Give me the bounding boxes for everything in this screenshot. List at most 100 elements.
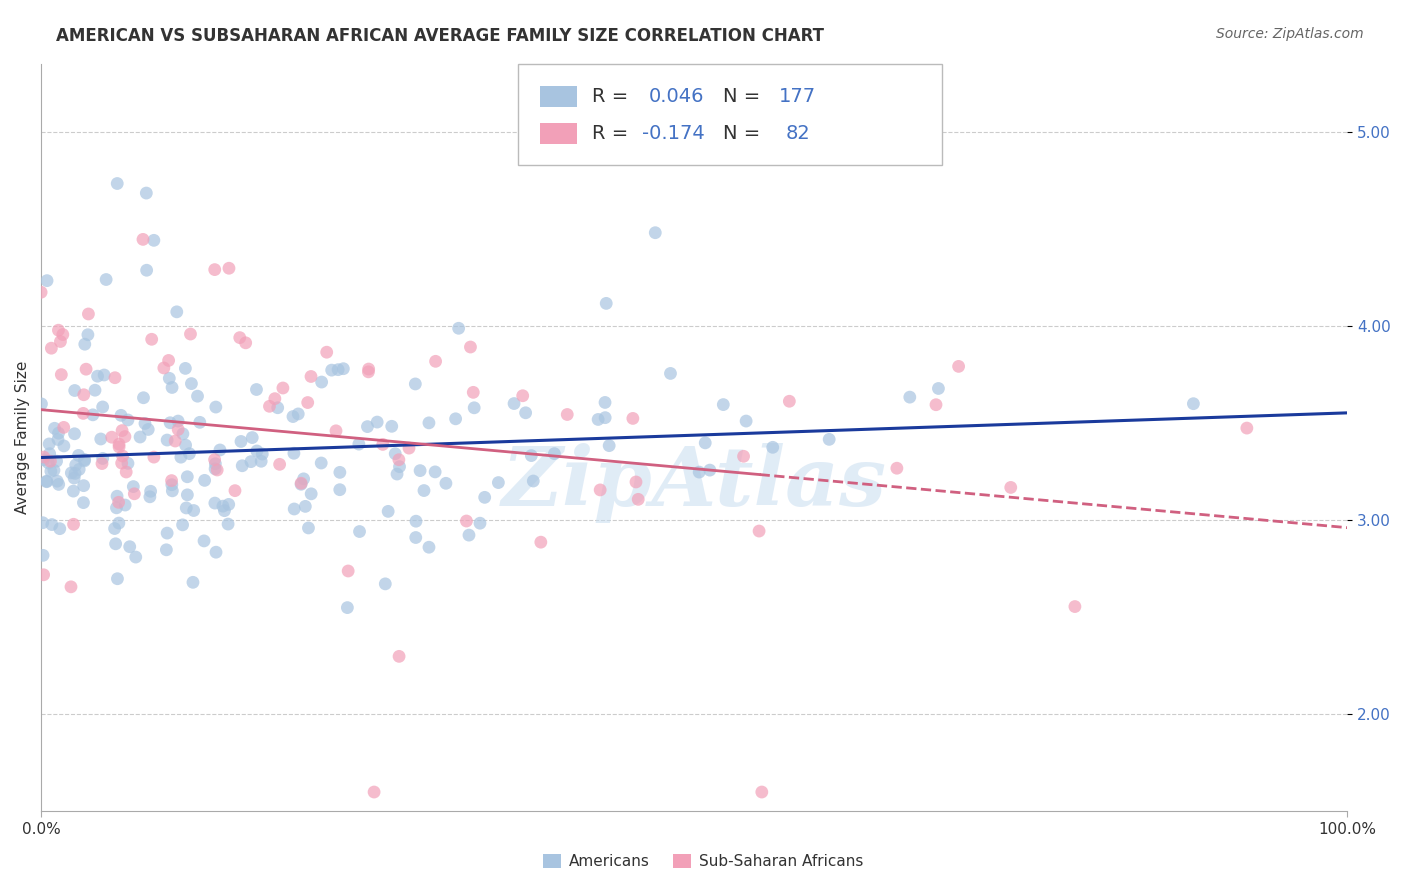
- Point: [589, 483, 612, 497]
- Point: [156, 433, 179, 447]
- Point: [239, 455, 262, 469]
- Point: [520, 449, 543, 463]
- Point: [183, 503, 205, 517]
- Point: [174, 438, 197, 452]
- Point: [434, 476, 457, 491]
- Point: [111, 456, 134, 470]
- Point: [142, 233, 165, 247]
- Point: [733, 450, 755, 464]
- Point: [948, 359, 970, 374]
- Point: [63, 467, 86, 481]
- Point: [181, 575, 204, 590]
- Point: [423, 465, 446, 479]
- Point: [246, 444, 269, 458]
- Point: [269, 458, 291, 472]
- Point: [598, 439, 620, 453]
- Point: [48, 426, 70, 441]
- Bar: [540, 86, 576, 107]
- Point: [179, 447, 201, 461]
- Point: [132, 391, 155, 405]
- Point: [326, 362, 349, 376]
- Point: [1236, 421, 1258, 435]
- Point: [38, 447, 60, 461]
- Point: [204, 452, 226, 467]
- Point: [418, 416, 440, 430]
- Point: [456, 514, 478, 528]
- Point: [44, 421, 66, 435]
- Point: [218, 261, 240, 276]
- Point: [153, 361, 176, 376]
- Point: [73, 452, 96, 467]
- Point: [30, 285, 52, 300]
- Point: [135, 186, 157, 200]
- Point: [332, 361, 354, 376]
- Point: [41, 341, 63, 355]
- Point: [30, 397, 52, 411]
- Point: [160, 477, 183, 491]
- Point: [118, 540, 141, 554]
- Point: [100, 430, 122, 444]
- Point: [699, 463, 721, 477]
- Point: [363, 785, 385, 799]
- Point: [458, 528, 481, 542]
- Point: [377, 504, 399, 518]
- Point: [204, 496, 226, 510]
- Point: [117, 456, 139, 470]
- Point: [627, 492, 650, 507]
- Point: [93, 368, 115, 382]
- Text: ZipAtlas: ZipAtlas: [502, 442, 887, 523]
- Point: [271, 381, 294, 395]
- Point: [37, 456, 59, 470]
- Point: [49, 334, 72, 349]
- Point: [468, 516, 491, 531]
- Point: [73, 337, 96, 351]
- Point: [48, 323, 70, 337]
- Point: [67, 462, 90, 476]
- Point: [398, 441, 420, 455]
- Point: [374, 577, 396, 591]
- Point: [205, 463, 228, 477]
- Point: [39, 454, 62, 468]
- Point: [104, 522, 127, 536]
- Point: [159, 416, 181, 430]
- Point: [555, 408, 578, 422]
- Point: [186, 389, 208, 403]
- Point: [32, 549, 55, 563]
- Point: [447, 321, 470, 335]
- Point: [463, 385, 485, 400]
- Point: [586, 412, 609, 426]
- Point: [214, 503, 236, 517]
- Point: [107, 495, 129, 509]
- Point: [72, 478, 94, 492]
- Point: [111, 449, 134, 463]
- Point: [283, 502, 305, 516]
- Point: [337, 564, 360, 578]
- Point: [166, 305, 188, 319]
- Point: [381, 419, 404, 434]
- Point: [104, 370, 127, 384]
- Point: [512, 389, 534, 403]
- Point: [217, 517, 239, 532]
- Point: [231, 458, 253, 473]
- Point: [63, 384, 86, 398]
- Point: [321, 363, 343, 377]
- Point: [39, 464, 62, 478]
- Point: [32, 452, 55, 467]
- Point: [474, 491, 496, 505]
- Point: [142, 450, 165, 464]
- Point: [117, 413, 139, 427]
- Point: [250, 454, 273, 468]
- Point: [31, 516, 53, 530]
- Point: [73, 388, 96, 402]
- Point: [624, 475, 647, 489]
- Point: [287, 407, 309, 421]
- Point: [60, 466, 83, 480]
- Point: [204, 262, 226, 277]
- Point: [385, 467, 408, 481]
- Point: [595, 296, 617, 310]
- Point: [751, 785, 773, 799]
- Point: [65, 458, 87, 472]
- Point: [283, 446, 305, 460]
- Point: [51, 368, 73, 382]
- Point: [425, 354, 447, 368]
